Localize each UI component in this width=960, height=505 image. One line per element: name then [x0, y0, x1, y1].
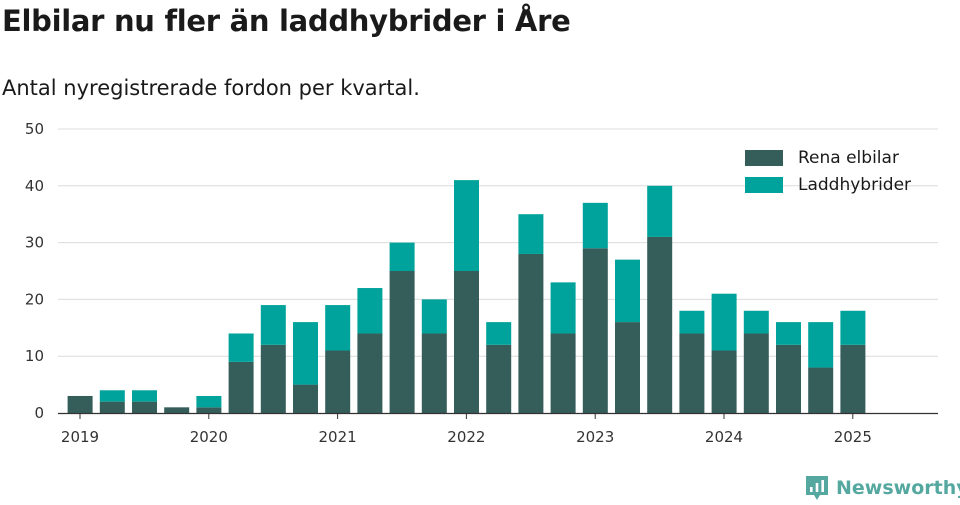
- bar-segment-rena-elbilar: [389, 271, 415, 413]
- bar-segment-rena-elbilar: [260, 344, 286, 413]
- bar-segment-laddhybrider: [808, 322, 834, 368]
- y-tick-label: 30: [25, 234, 44, 252]
- bar-segment-rena-elbilar: [357, 333, 383, 413]
- bar-segment-rena-elbilar: [550, 333, 576, 413]
- bar-segment-laddhybrider: [486, 322, 512, 345]
- bar-segment-laddhybrider: [260, 305, 286, 345]
- bar-segment-laddhybrider: [776, 322, 801, 345]
- bar-segment-laddhybrider: [647, 185, 673, 237]
- bar-segment-rena-elbilar: [325, 350, 351, 413]
- x-tick-label: 2023: [576, 428, 614, 446]
- legend-label: Rena elbilar: [798, 148, 899, 168]
- bar-segment-rena-elbilar: [196, 407, 222, 413]
- bar-segment-rena-elbilar: [164, 407, 190, 413]
- x-tick-label: 2019: [61, 428, 99, 446]
- bar-segment-rena-elbilar: [743, 333, 769, 413]
- bar-segment-laddhybrider: [582, 202, 608, 249]
- y-tick-label: 10: [25, 347, 44, 365]
- bar-segment-rena-elbilar: [518, 253, 544, 413]
- x-tick-label: 2020: [190, 428, 228, 446]
- bar-segment-rena-elbilar: [454, 271, 479, 413]
- chart-subtitle: Antal nyregistrerade fordon per kvartal.: [2, 76, 420, 100]
- y-tick-label: 20: [25, 290, 44, 308]
- bar-segment-rena-elbilar: [647, 236, 673, 413]
- brand-name: Newsworthy: [836, 477, 960, 499]
- bar-segment-laddhybrider: [518, 214, 544, 254]
- bar-segment-laddhybrider: [196, 395, 222, 408]
- bar-segment-laddhybrider: [454, 180, 479, 271]
- bar-segment-rena-elbilar: [808, 367, 834, 413]
- chart-title: Elbilar nu fler än laddhybrider i Åre: [2, 4, 571, 38]
- x-tick-label: 2025: [834, 428, 872, 446]
- bar-segment-laddhybrider: [615, 259, 640, 323]
- bar-segment-laddhybrider: [679, 310, 705, 334]
- bar-segment-rena-elbilar: [99, 401, 125, 413]
- y-tick-label: 40: [25, 177, 44, 195]
- bar-segment-laddhybrider: [293, 322, 318, 385]
- bar-segment-laddhybrider: [421, 299, 447, 334]
- bar-segment-rena-elbilar: [228, 361, 254, 413]
- bar-segment-laddhybrider: [389, 242, 415, 271]
- bar-segment-rena-elbilar: [67, 395, 93, 413]
- x-tick-label: 2022: [447, 428, 485, 446]
- bar-segment-laddhybrider: [325, 305, 351, 351]
- bar-segment-rena-elbilar: [615, 322, 640, 413]
- bar-segment-laddhybrider: [228, 333, 254, 362]
- newsworthy-brand: Newsworthy: [804, 474, 960, 502]
- y-tick-label: 0: [34, 404, 44, 422]
- bar-segment-laddhybrider: [550, 282, 576, 334]
- bar-segment-rena-elbilar: [776, 344, 801, 413]
- legend-label: Laddhybrider: [798, 175, 911, 195]
- bar-segment-rena-elbilar: [679, 333, 705, 413]
- x-tick-label: 2024: [705, 428, 743, 446]
- legend-swatch: [745, 177, 783, 193]
- bar-segment-laddhybrider: [99, 390, 125, 402]
- bar-segment-rena-elbilar: [840, 344, 866, 413]
- x-tick-label: 2021: [319, 428, 357, 446]
- newsworthy-logo-icon: [806, 476, 828, 500]
- bar-segment-rena-elbilar: [293, 384, 318, 413]
- bar-segment-laddhybrider: [840, 310, 866, 345]
- bar-segment-rena-elbilar: [486, 344, 512, 413]
- bar-segment-laddhybrider: [357, 288, 383, 334]
- legend-swatch: [745, 150, 783, 166]
- bar-segment-laddhybrider: [711, 293, 737, 351]
- bar-segment-rena-elbilar: [132, 401, 157, 413]
- bar-segment-laddhybrider: [743, 310, 769, 334]
- y-tick-label: 50: [25, 120, 44, 138]
- bar-segment-rena-elbilar: [582, 248, 608, 413]
- bar-segment-rena-elbilar: [711, 350, 737, 413]
- bar-segment-rena-elbilar: [421, 333, 447, 413]
- bar-segment-laddhybrider: [132, 390, 157, 402]
